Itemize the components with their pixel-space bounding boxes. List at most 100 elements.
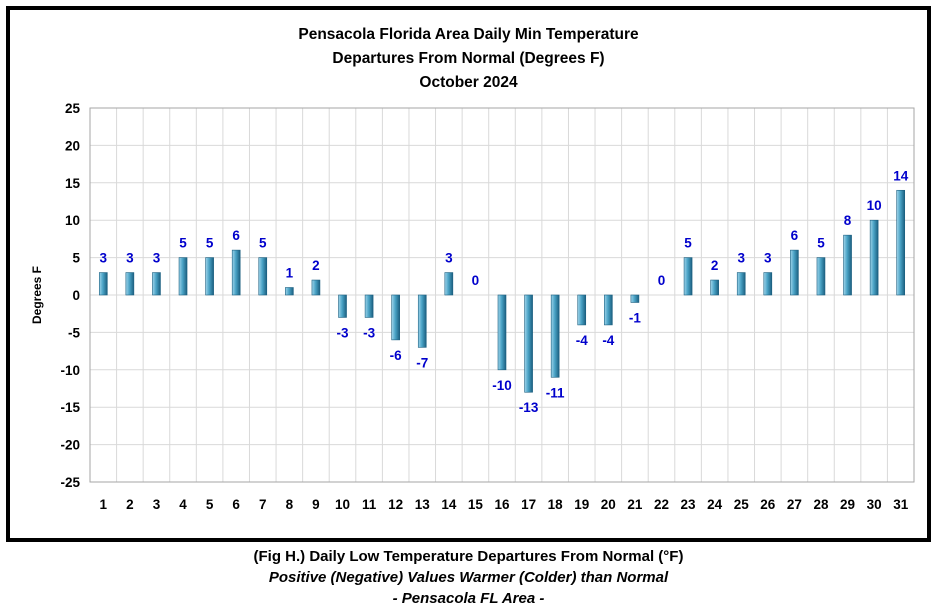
caption-line-3: - Pensacola FL Area - (392, 590, 545, 607)
x-tick-label: 9 (312, 497, 320, 512)
y-tick-label: 15 (65, 176, 81, 191)
bar-day-9 (311, 279, 321, 296)
y-tick-label: -20 (60, 438, 80, 453)
bar-day-7 (258, 257, 268, 296)
x-tick-label: 26 (760, 497, 776, 512)
data-label-day-16: -10 (492, 378, 512, 393)
data-label-day-14: 3 (445, 251, 453, 266)
data-label-day-26: 3 (764, 251, 772, 266)
data-label-day-29: 8 (844, 213, 852, 228)
x-tick-label: 25 (734, 497, 750, 512)
x-tick-label: 3 (153, 497, 161, 512)
data-label-day-25: 3 (737, 251, 745, 266)
data-label-day-17: -13 (519, 400, 539, 415)
bar-day-18 (550, 294, 560, 378)
caption-line-2: Positive (Negative) Values Warmer (Colde… (268, 569, 669, 586)
bar-day-31 (896, 189, 906, 296)
y-tick-label: 25 (65, 101, 81, 116)
data-label-day-20: -4 (602, 333, 614, 348)
bar-day-26 (763, 272, 773, 296)
bar-day-20 (604, 294, 613, 326)
chart-frame: Pensacola Florida Area Daily Min Tempera… (6, 6, 931, 542)
x-tick-label: 17 (521, 497, 536, 512)
x-tick-label: 23 (681, 497, 697, 512)
x-tick-label: 19 (574, 497, 589, 512)
y-tick-label: 5 (72, 251, 80, 266)
y-tick-label: -5 (68, 325, 80, 340)
bar-day-11 (364, 294, 374, 318)
data-label-day-19: -4 (576, 333, 588, 348)
bar-day-13 (417, 294, 427, 348)
data-label-day-23: 5 (684, 236, 692, 251)
x-tick-label: 6 (232, 497, 240, 512)
x-tick-label: 27 (787, 497, 802, 512)
x-tick-label: 14 (441, 497, 457, 512)
data-label-day-3: 3 (153, 251, 161, 266)
x-tick-label: 22 (654, 497, 669, 512)
x-tick-label: 29 (840, 497, 855, 512)
chart-title-line-3: October 2024 (419, 74, 518, 91)
x-tick-label: 4 (179, 497, 187, 512)
y-tick-label: -10 (60, 363, 80, 378)
x-tick-label: 15 (468, 497, 484, 512)
chart-title-line-2: Departures From Normal (Degrees F) (332, 50, 605, 67)
data-label-day-21: -1 (629, 310, 641, 325)
data-label-day-12: -6 (390, 348, 402, 363)
data-label-day-15: 0 (472, 273, 480, 288)
x-tick-label: 28 (813, 497, 829, 512)
data-label-day-10: -3 (337, 325, 349, 340)
y-tick-label: -25 (60, 475, 80, 490)
bar-day-3 (152, 272, 161, 296)
x-tick-label: 2 (126, 497, 134, 512)
x-tick-label: 21 (627, 497, 643, 512)
bar-day-16 (497, 294, 507, 371)
x-tick-label: 30 (867, 497, 882, 512)
bar-day-24 (710, 279, 719, 296)
data-label-day-8: 1 (286, 266, 294, 281)
data-label-day-2: 3 (126, 251, 134, 266)
data-label-day-22: 0 (658, 273, 666, 288)
caption-line-1: (Fig H.) Daily Low Temperature Departure… (253, 548, 684, 565)
x-tick-label: 16 (494, 497, 510, 512)
x-tick-label: 8 (286, 497, 294, 512)
bar-day-5 (205, 257, 214, 296)
x-tick-label: 1 (100, 497, 108, 512)
x-tick-label: 7 (259, 497, 267, 512)
bar-day-29 (843, 234, 852, 296)
y-axis-title: Degrees F (30, 266, 44, 324)
y-tick-label: 10 (65, 213, 80, 228)
data-label-day-30: 10 (867, 198, 882, 213)
bar-day-6 (231, 249, 241, 296)
data-label-day-24: 2 (711, 258, 719, 273)
bar-day-10 (338, 294, 347, 318)
bar-day-1 (98, 272, 108, 296)
data-label-day-11: -3 (363, 325, 375, 340)
data-label-day-13: -7 (416, 355, 428, 370)
plot-border (89, 107, 915, 483)
data-label-day-7: 5 (259, 236, 267, 251)
y-tick-label: 20 (65, 138, 80, 153)
bar-day-19 (577, 294, 587, 326)
figure-caption: (Fig H.) Daily Low Temperature Departure… (0, 546, 937, 609)
data-label-day-18: -11 (546, 385, 565, 400)
bar-day-8 (285, 287, 294, 296)
data-label-day-5: 5 (206, 236, 214, 251)
x-tick-label: 24 (707, 497, 723, 512)
data-label-day-31: 14 (893, 168, 909, 183)
data-label-day-28: 5 (817, 236, 825, 251)
bar-day-2 (125, 272, 135, 296)
x-tick-label: 5 (206, 497, 214, 512)
data-label-day-6: 6 (232, 228, 240, 243)
data-label-day-27: 6 (791, 228, 799, 243)
bar-day-27 (790, 249, 799, 296)
chart-title-line-1: Pensacola Florida Area Daily Min Tempera… (298, 26, 639, 43)
y-tick-label: 0 (72, 288, 80, 303)
x-tick-label: 11 (362, 497, 377, 512)
bar-day-28 (816, 257, 826, 296)
x-tick-label: 18 (548, 497, 564, 512)
bar-day-17 (524, 294, 533, 393)
x-tick-label: 10 (335, 497, 350, 512)
x-tick-label: 31 (893, 497, 909, 512)
bar-day-12 (391, 294, 400, 341)
